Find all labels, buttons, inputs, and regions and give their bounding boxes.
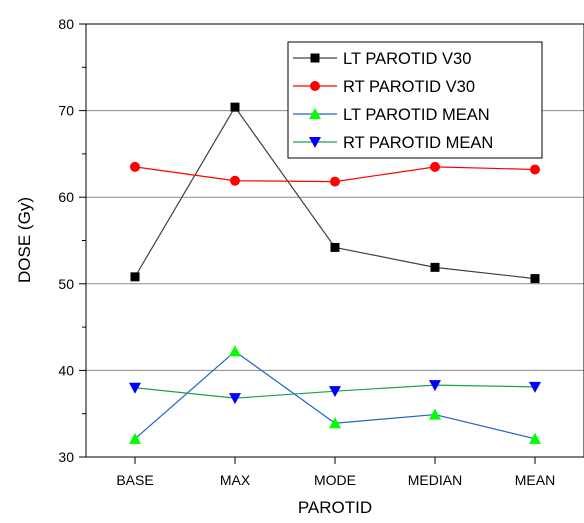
x-tick-label: MEAN <box>515 472 555 488</box>
x-tick-label: BASE <box>116 472 153 488</box>
y-axis: 30 40 50 60 70 80 <box>58 16 86 465</box>
y-tick-label: 80 <box>58 16 74 32</box>
data-point <box>530 164 540 175</box>
legend-label: RT PAROTID MEAN <box>343 134 493 152</box>
legend-marker <box>310 81 320 91</box>
legend-label: RT PAROTID V30 <box>343 78 475 96</box>
data-point <box>330 242 340 252</box>
series-layer <box>129 102 541 444</box>
series-1 <box>130 102 540 284</box>
legend-item: LT PAROTID MEAN <box>293 106 490 124</box>
legend-item: RT PAROTID MEAN <box>293 134 493 152</box>
legend-item: LT PAROTID V30 <box>293 50 471 68</box>
legend-marker <box>309 108 321 119</box>
data-point <box>230 102 240 112</box>
x-tick-label: MEDIAN <box>408 472 462 488</box>
data-point <box>130 161 140 172</box>
legend-label: LT PAROTID MEAN <box>343 106 490 124</box>
legend-item: RT PAROTID V30 <box>293 78 475 96</box>
y-tick-label: 50 <box>58 276 74 292</box>
data-point <box>329 386 341 398</box>
x-tick-label: MAX <box>220 472 251 488</box>
data-point <box>529 381 541 393</box>
data-point <box>129 432 141 444</box>
data-point <box>430 262 440 272</box>
series-3 <box>129 345 541 444</box>
series-4 <box>129 380 541 405</box>
y-tick-label: 60 <box>58 189 74 205</box>
data-point <box>429 380 441 392</box>
series-2 <box>130 161 540 187</box>
x-axis-title: PAROTID <box>298 498 372 517</box>
data-point <box>230 175 240 186</box>
y-tick-label: 30 <box>58 449 74 465</box>
data-point <box>529 432 541 444</box>
legend-box <box>287 41 543 159</box>
data-point <box>330 176 340 187</box>
x-tick-label: MODE <box>314 472 356 488</box>
data-point <box>229 345 241 357</box>
legend: LT PAROTID V30 RT PAROTID V30 LT PAROTID M… <box>287 41 543 159</box>
legend-label: LT PAROTID V30 <box>343 50 471 68</box>
y-axis-title: DOSE (Gy) <box>15 197 34 283</box>
data-point <box>530 274 540 284</box>
x-axis: BASE MAX MODE MEDIAN MEAN <box>116 457 555 488</box>
data-point <box>429 408 441 420</box>
legend-marker <box>310 53 320 63</box>
y-tick-label: 70 <box>58 103 74 119</box>
legend-marker <box>309 137 321 148</box>
data-point <box>229 393 241 405</box>
data-point <box>430 161 440 172</box>
data-point <box>130 272 140 282</box>
y-tick-label: 40 <box>58 362 74 378</box>
data-point <box>129 382 141 394</box>
data-point <box>329 417 341 429</box>
